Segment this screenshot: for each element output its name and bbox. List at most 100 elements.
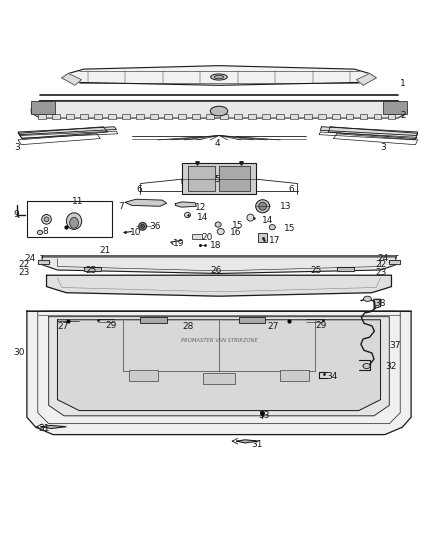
Ellipse shape [256, 200, 270, 213]
Text: 13: 13 [280, 202, 292, 211]
Bar [130, 370, 158, 381]
Bar [346, 114, 353, 119]
Text: 15: 15 [284, 223, 295, 232]
Text: 26: 26 [210, 266, 222, 276]
Bar [80, 114, 88, 119]
Polygon shape [237, 440, 258, 443]
Ellipse shape [259, 203, 267, 210]
Text: 17: 17 [269, 236, 281, 245]
Text: 5: 5 [215, 175, 220, 184]
Text: 25: 25 [86, 266, 97, 276]
Bar [164, 114, 172, 119]
Bar [239, 317, 265, 323]
Bar [206, 114, 214, 119]
Text: 37: 37 [389, 341, 401, 350]
Text: 22: 22 [18, 260, 29, 269]
Text: 27: 27 [267, 322, 279, 331]
Ellipse shape [141, 224, 145, 228]
Text: 33: 33 [258, 411, 270, 421]
Ellipse shape [214, 75, 224, 79]
Polygon shape [41, 425, 66, 429]
Bar [318, 114, 325, 119]
Polygon shape [42, 257, 396, 273]
Bar [234, 114, 242, 119]
Text: 4: 4 [215, 139, 220, 148]
Ellipse shape [67, 213, 81, 229]
Text: 14: 14 [197, 213, 208, 222]
Polygon shape [337, 266, 354, 271]
Polygon shape [320, 127, 418, 135]
Text: 14: 14 [262, 216, 273, 225]
Polygon shape [62, 66, 376, 85]
Bar [192, 234, 201, 239]
Polygon shape [18, 127, 108, 139]
Text: 29: 29 [106, 320, 117, 329]
Text: 28: 28 [182, 322, 193, 331]
Text: 9: 9 [13, 211, 19, 220]
Ellipse shape [364, 296, 371, 302]
Polygon shape [57, 320, 381, 410]
Ellipse shape [70, 217, 78, 228]
Polygon shape [328, 127, 418, 139]
Ellipse shape [247, 214, 254, 221]
Bar [38, 114, 46, 119]
Text: 11: 11 [72, 197, 83, 206]
Bar [203, 373, 235, 384]
Ellipse shape [44, 217, 49, 222]
Text: 22: 22 [375, 260, 387, 269]
Ellipse shape [139, 222, 147, 230]
Bar [276, 114, 284, 119]
Text: 18: 18 [210, 240, 222, 249]
Bar [150, 114, 158, 119]
Bar [219, 166, 250, 191]
Bar [31, 101, 55, 114]
Text: 25: 25 [311, 266, 322, 276]
Text: 24: 24 [25, 254, 36, 263]
Bar [122, 114, 130, 119]
Polygon shape [27, 311, 411, 434]
Text: 3: 3 [14, 143, 21, 152]
Bar [141, 317, 166, 323]
Ellipse shape [42, 215, 51, 224]
Bar [27, 201, 112, 237]
Ellipse shape [269, 224, 276, 230]
Bar [136, 114, 144, 119]
Text: 10: 10 [130, 228, 141, 237]
Text: 19: 19 [173, 239, 185, 248]
Text: PROMASTER VAN STRIKZONE: PROMASTER VAN STRIKZONE [180, 338, 258, 343]
Polygon shape [357, 74, 376, 85]
Ellipse shape [363, 364, 370, 369]
Text: 34: 34 [326, 372, 337, 381]
Ellipse shape [211, 74, 227, 80]
Polygon shape [374, 299, 381, 309]
Text: 24: 24 [377, 254, 389, 263]
Bar [332, 114, 339, 119]
Text: 3: 3 [381, 143, 386, 152]
Bar [178, 114, 186, 119]
Polygon shape [46, 275, 392, 296]
Polygon shape [175, 202, 196, 207]
Text: 30: 30 [13, 349, 25, 358]
Bar [374, 114, 381, 119]
Polygon shape [62, 74, 81, 85]
Bar [188, 166, 215, 191]
Bar [280, 370, 308, 381]
Bar [220, 114, 228, 119]
Text: 29: 29 [315, 320, 326, 329]
Text: 15: 15 [232, 221, 244, 230]
Bar [262, 114, 270, 119]
Text: 16: 16 [230, 228, 241, 237]
Bar [304, 114, 311, 119]
Text: 6: 6 [289, 185, 295, 194]
Bar [383, 101, 407, 114]
Ellipse shape [210, 106, 228, 116]
Polygon shape [389, 260, 400, 264]
Text: 27: 27 [57, 322, 69, 331]
Text: 20: 20 [201, 233, 213, 242]
Text: 38: 38 [374, 299, 385, 308]
Text: 2: 2 [400, 111, 406, 120]
Polygon shape [84, 266, 101, 271]
Ellipse shape [184, 212, 191, 217]
Text: 8: 8 [42, 227, 48, 236]
Text: 21: 21 [99, 246, 110, 255]
